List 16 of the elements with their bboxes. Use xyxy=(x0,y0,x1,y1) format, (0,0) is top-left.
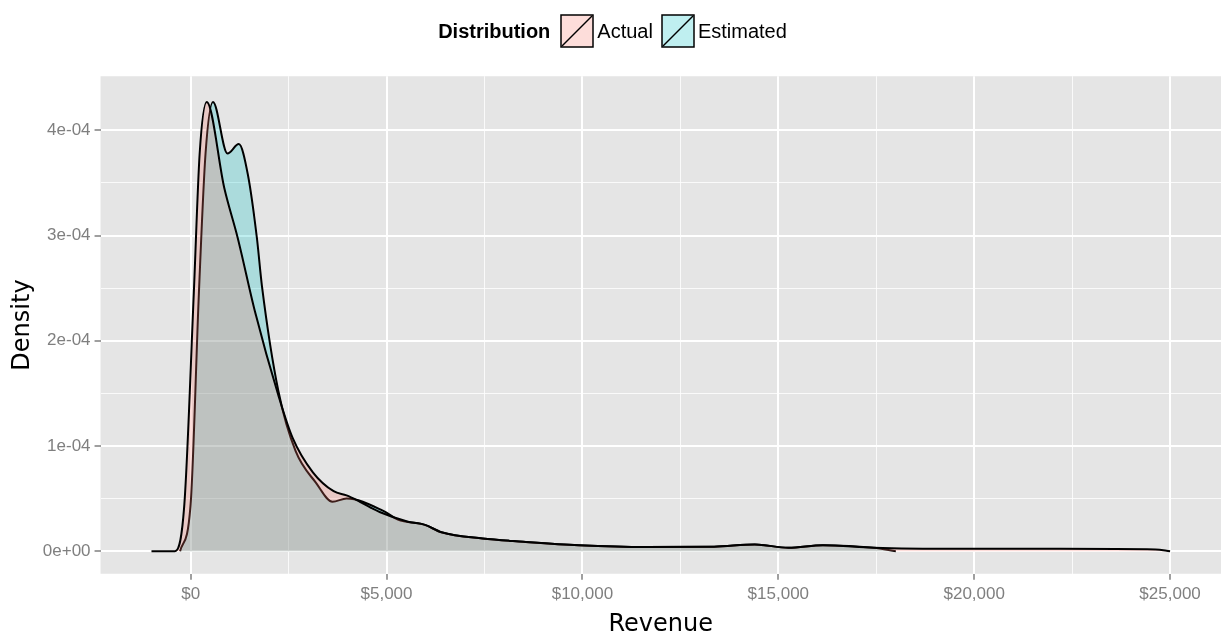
y-tick-label: 2e-04 xyxy=(47,330,91,350)
x-tick-label: $25,000 xyxy=(1139,583,1201,603)
x-tick-label: $15,000 xyxy=(747,583,810,603)
x-tick-label: $20,000 xyxy=(943,583,1005,603)
y-tick-label: 3e-04 xyxy=(47,225,91,245)
legend-label: Actual xyxy=(597,19,653,43)
y-tick-label: 1e-04 xyxy=(47,435,91,455)
x-tick-label: $0 xyxy=(181,583,201,603)
x-axis-title: Revenue xyxy=(608,608,714,637)
x-tick-label: $10,000 xyxy=(551,583,614,603)
legend-label: Estimated xyxy=(697,19,787,43)
y-axis-title: Density xyxy=(6,279,35,371)
legend-title: Distribution xyxy=(438,19,551,43)
x-tick-label: $5,000 xyxy=(360,583,413,603)
y-tick-label: 4e-04 xyxy=(47,120,91,140)
y-tick-label: 0e+00 xyxy=(42,540,91,560)
